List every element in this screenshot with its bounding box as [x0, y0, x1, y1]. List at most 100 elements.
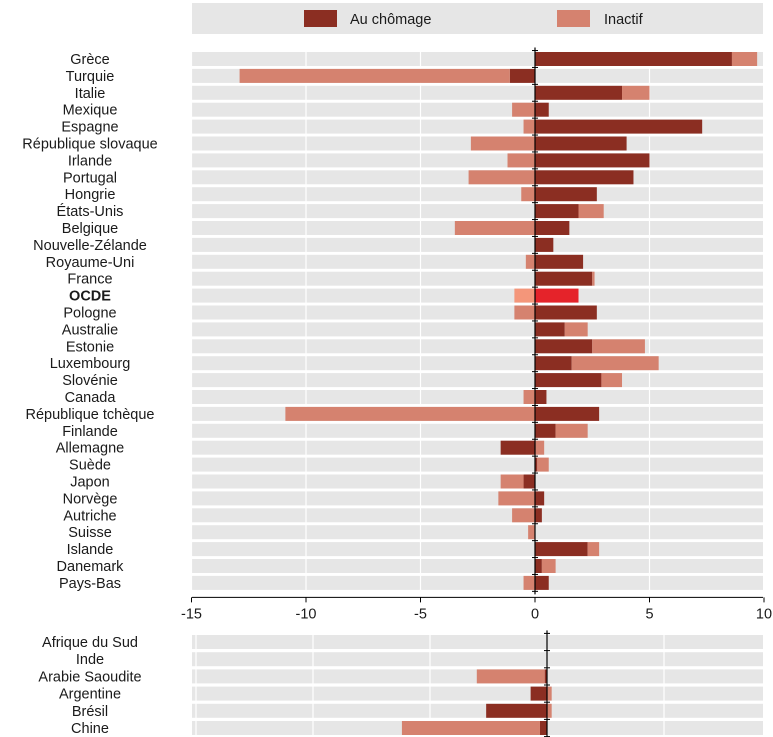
bar-inactive: [512, 103, 535, 117]
row-background: [192, 475, 763, 489]
category-label: Norvège: [63, 491, 118, 507]
bar-inactive: [512, 508, 535, 522]
bar-inactive: [588, 542, 599, 556]
row-background: [192, 272, 763, 286]
bar-inactive: [622, 86, 649, 100]
bar-inactive: [732, 52, 757, 66]
category-label: Suisse: [68, 525, 112, 541]
category-label: Inde: [76, 652, 104, 668]
bar-inactive: [547, 687, 552, 701]
bar-unemployed: [535, 153, 650, 167]
x-tick-label: -5: [414, 606, 427, 622]
row-background: [192, 390, 763, 404]
bar-unemployed: [535, 491, 544, 505]
chart-panel-oecd: GrèceTurquieItalieMexiqueEspagneRépubliq…: [22, 48, 772, 623]
category-label: Royaume-Uni: [46, 255, 135, 271]
category-label: Pays-Bas: [59, 576, 121, 592]
bar-inactive: [469, 170, 535, 184]
row-background: [192, 652, 763, 666]
bar-inactive: [556, 424, 588, 438]
row-background: [192, 289, 763, 303]
bar-unemployed: [535, 322, 565, 336]
x-tick-label: -10: [296, 606, 317, 622]
bar-unemployed: [540, 721, 547, 735]
category-label: Australie: [62, 322, 118, 338]
bar-unemployed: [535, 272, 592, 286]
bar-inactive: [524, 120, 535, 134]
legend-background: [192, 3, 763, 34]
bar-unemployed: [535, 508, 542, 522]
category-label: Estonie: [66, 339, 114, 355]
bar-inactive: [565, 322, 588, 336]
bar-inactive: [524, 390, 535, 404]
category-label: Mexique: [63, 103, 118, 119]
bar-unemployed: [535, 52, 732, 66]
x-tick-label: 5: [645, 606, 653, 622]
category-label: Grèce: [70, 52, 110, 68]
row-background: [192, 86, 763, 100]
row-background: [192, 559, 763, 573]
bar-unemployed: [531, 687, 547, 701]
bar-unemployed: [535, 187, 597, 201]
bar-inactive: [521, 187, 535, 201]
row-background: [192, 491, 763, 505]
bar-unemployed: [535, 86, 622, 100]
category-label: Brésil: [72, 704, 108, 720]
category-label: Argentine: [59, 687, 121, 703]
row-background: [192, 525, 763, 539]
bar-unemployed: [535, 238, 553, 252]
category-label: Arabie Saoudite: [38, 669, 141, 685]
category-label: République slovaque: [22, 137, 157, 153]
row-background: [192, 339, 763, 353]
x-tick-label: 0: [531, 606, 539, 622]
category-label: Portugal: [63, 170, 117, 186]
category-label: Canada: [65, 390, 117, 406]
category-label: Hongrie: [65, 187, 116, 203]
row-background: [192, 441, 763, 455]
bar-unemployed: [535, 170, 633, 184]
legend-swatch: [304, 10, 337, 27]
x-tick-label: 10: [756, 606, 772, 622]
bar-unemployed: [524, 475, 535, 489]
category-label: Pologne: [63, 306, 116, 322]
bar-inactive: [592, 272, 594, 286]
row-background: [192, 424, 763, 438]
legend-label: Inactif: [604, 12, 644, 28]
bar-unemployed: [535, 373, 601, 387]
row-background: [192, 103, 763, 117]
bar-unemployed: [535, 339, 592, 353]
row-background: [192, 687, 763, 701]
bar-inactive: [508, 153, 535, 167]
bar-unemployed: [535, 289, 579, 303]
bar-inactive: [501, 475, 524, 489]
bar-inactive: [514, 306, 535, 320]
row-background: [192, 322, 763, 336]
bar-inactive: [285, 407, 535, 421]
category-label: Espagne: [61, 120, 118, 136]
category-label: États-Unis: [57, 203, 124, 220]
bar-inactive: [514, 289, 535, 303]
category-label: Chine: [71, 721, 109, 737]
category-label: Irlande: [68, 153, 112, 169]
bar-inactive: [535, 441, 544, 455]
row-background: [192, 187, 763, 201]
row-background: [192, 635, 763, 649]
bar-unemployed: [535, 559, 542, 573]
bar-unemployed: [535, 407, 599, 421]
bar-unemployed: [535, 103, 549, 117]
bar-inactive: [572, 356, 659, 370]
row-background: [192, 458, 763, 472]
row-background: [192, 373, 763, 387]
category-label: Allemagne: [56, 441, 125, 457]
bar-unemployed: [535, 120, 702, 134]
bar-unemployed: [535, 356, 572, 370]
row-background: [192, 238, 763, 252]
bar-inactive: [402, 721, 540, 735]
category-label: Italie: [75, 86, 106, 102]
category-label: République tchèque: [26, 407, 155, 423]
bar-unemployed: [486, 704, 547, 718]
bar-unemployed: [535, 542, 588, 556]
row-background: [192, 508, 763, 522]
